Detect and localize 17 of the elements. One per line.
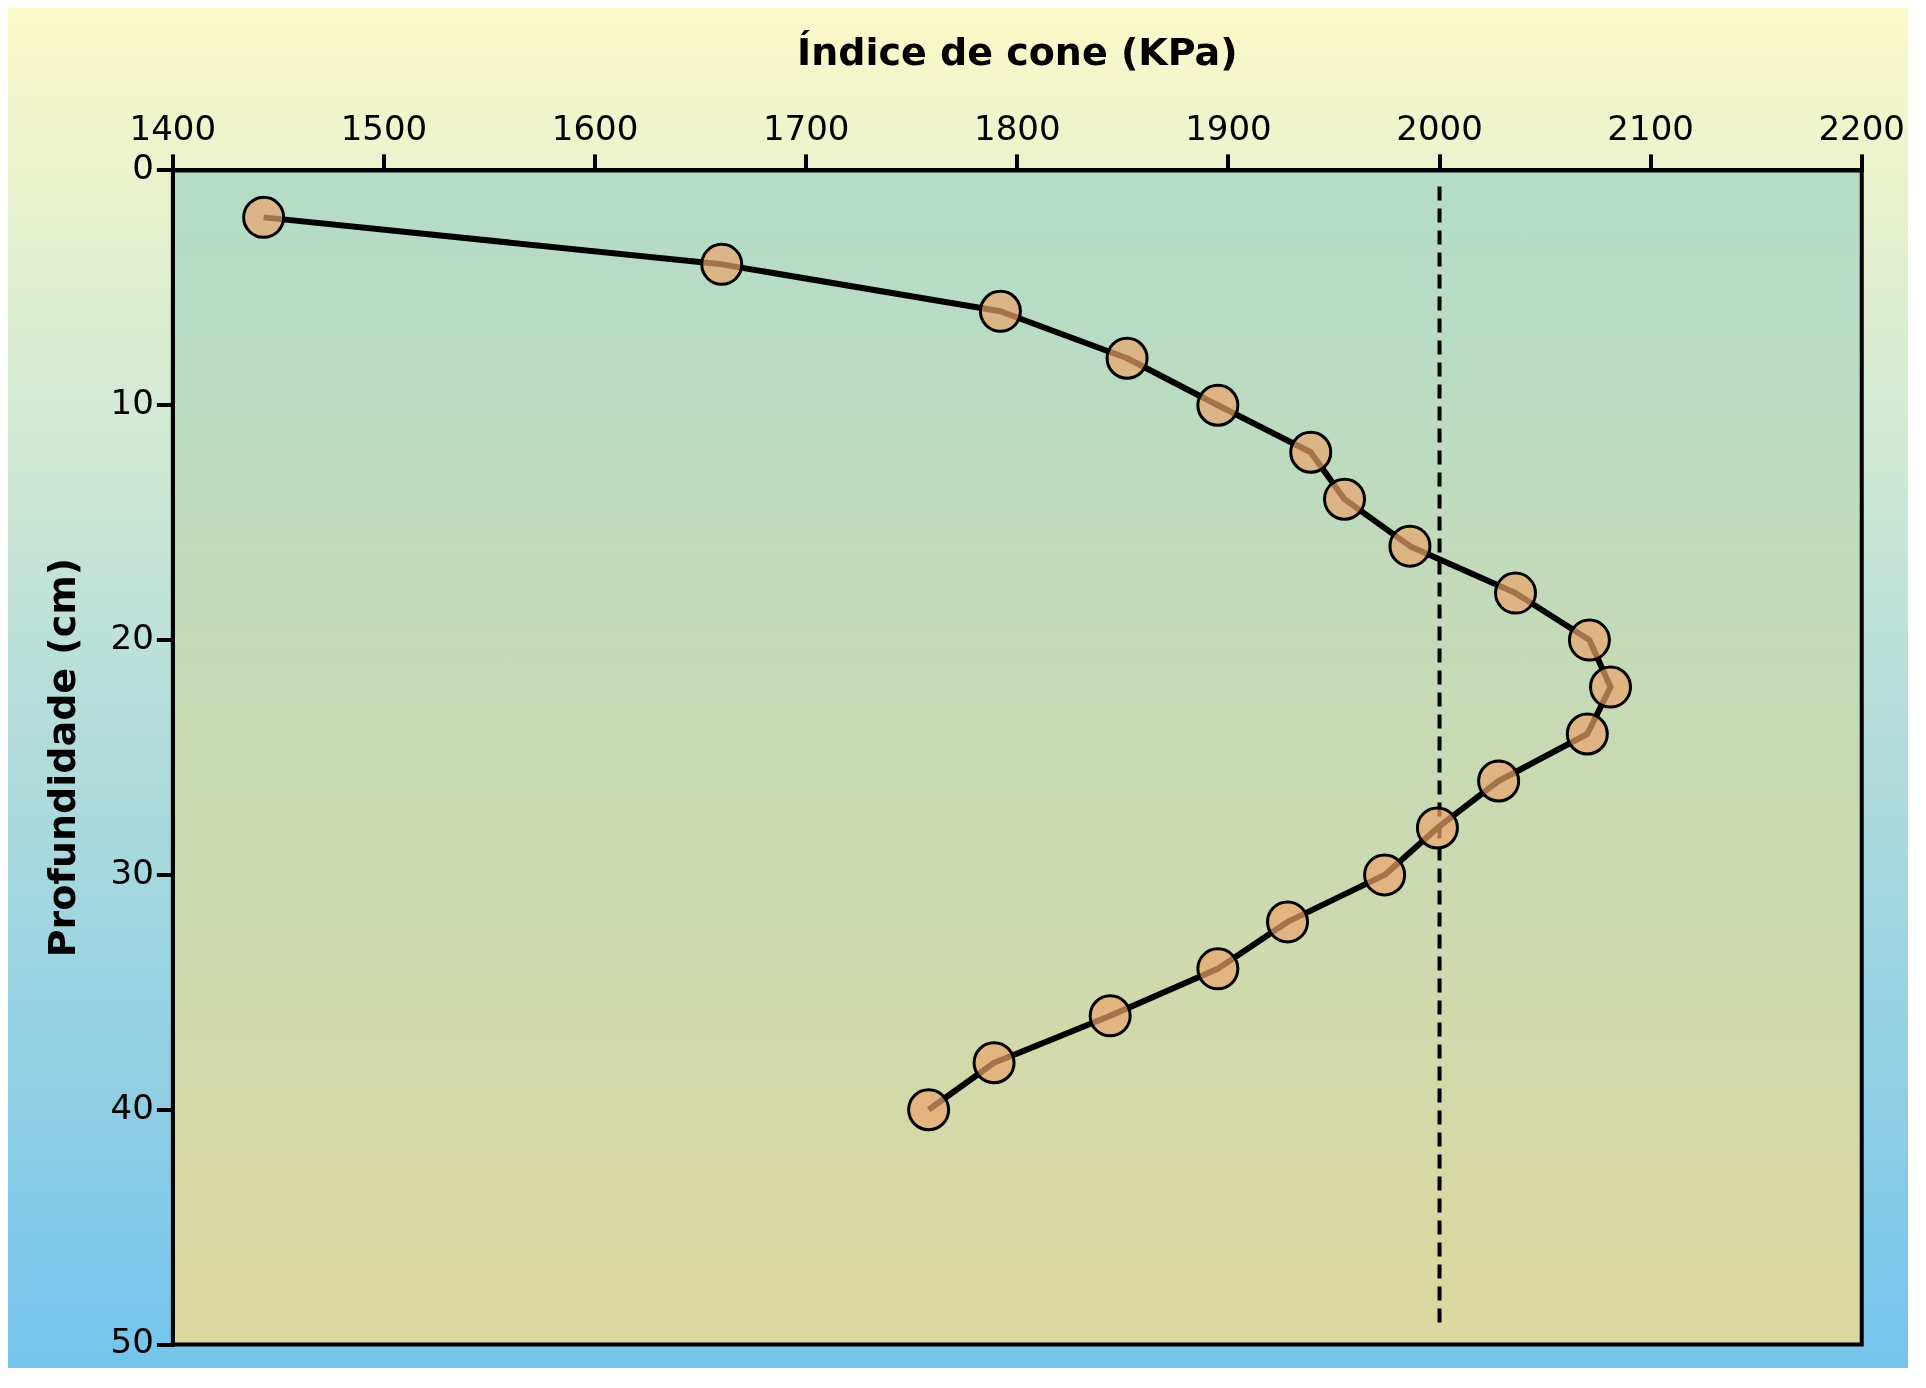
- x-tick-label: 1500: [340, 107, 428, 148]
- y-tick-label: 40: [110, 1086, 154, 1127]
- y-tick-label: 30: [110, 851, 154, 892]
- y-tick-label: 50: [110, 1321, 154, 1362]
- y-axis-title: Profundidade (cm): [39, 557, 84, 958]
- x-tick-label: 1900: [1185, 107, 1272, 148]
- y-tick-label: 0: [132, 147, 154, 188]
- x-tick-label: 2200: [1818, 107, 1905, 148]
- x-tick-label: 1700: [762, 107, 850, 148]
- x-axis-title: Índice de cone (KPa): [797, 29, 1238, 74]
- x-tick-label: 1400: [129, 107, 217, 148]
- x-tick-label: 1600: [551, 107, 639, 148]
- y-tick-label: 10: [110, 382, 154, 423]
- y-tick-label: 20: [110, 616, 154, 657]
- x-tick-label: 2000: [1396, 107, 1483, 148]
- x-tick-label: 1800: [974, 107, 1061, 148]
- x-tick-label: 2100: [1607, 107, 1694, 148]
